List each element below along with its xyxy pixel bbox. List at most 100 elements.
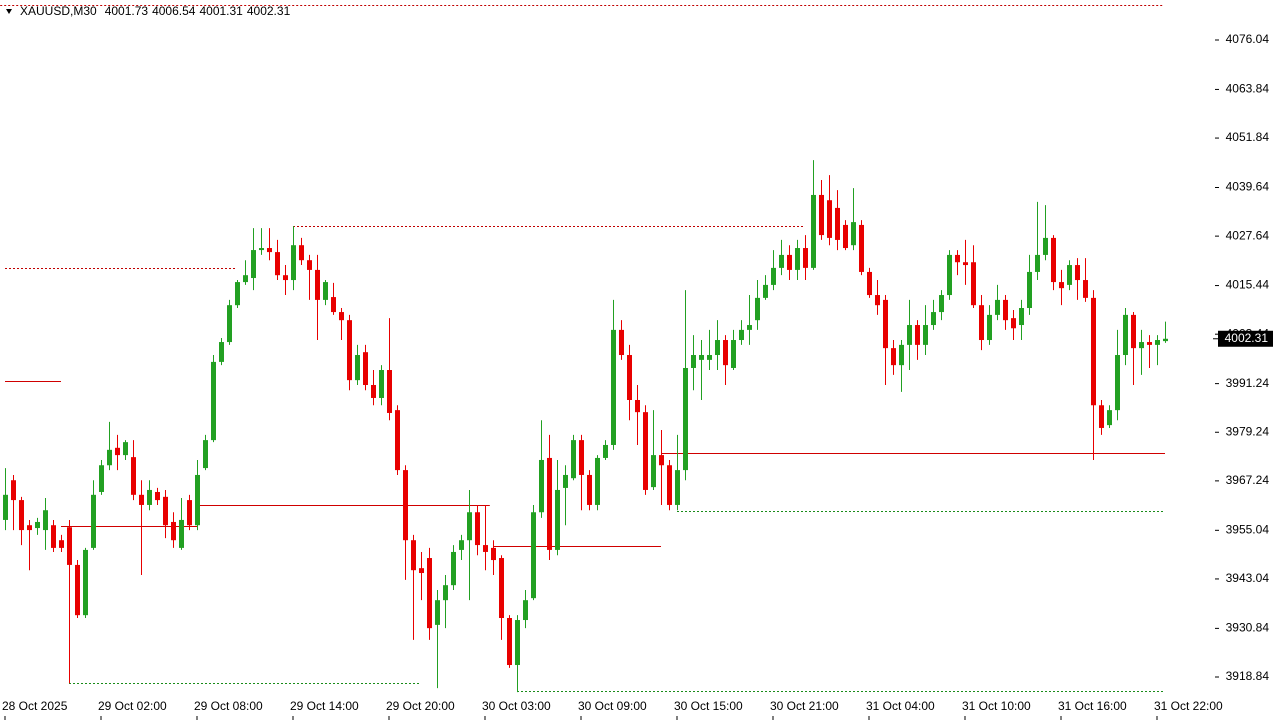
- candle-body: [1099, 405, 1104, 428]
- candle-body: [131, 457, 136, 495]
- x-tick-label: 29 Oct 02:00: [98, 699, 167, 713]
- candle-body: [403, 470, 408, 541]
- candle-body: [1043, 237, 1048, 255]
- header-close: 4002.31: [247, 4, 291, 18]
- candle-body: [907, 325, 912, 345]
- candle-body: [667, 465, 672, 505]
- candle-body: [979, 305, 984, 341]
- x-tick-label: 29 Oct 14:00: [290, 699, 359, 713]
- candle-body: [1131, 314, 1136, 349]
- candle-body: [811, 194, 816, 268]
- candle-body: [587, 474, 592, 505]
- candle-body: [635, 399, 640, 413]
- candle-body: [291, 245, 296, 281]
- candle-body: [243, 275, 248, 283]
- candle-body: [779, 254, 784, 268]
- x-tick-label: 29 Oct 20:00: [386, 699, 455, 713]
- candle-body: [891, 348, 896, 366]
- candle-body: [659, 455, 664, 466]
- candle-body: [67, 527, 72, 565]
- candle-body: [515, 620, 520, 666]
- candle-body: [307, 260, 312, 270]
- candle-body: [419, 568, 424, 574]
- candle-body: [59, 540, 64, 548]
- y-tick-label: 4027.64: [1226, 228, 1270, 242]
- candle-body: [1027, 271, 1032, 309]
- x-tick-label: 30 Oct 21:00: [770, 699, 839, 713]
- candle-body: [787, 254, 792, 270]
- candle-body: [1091, 297, 1096, 406]
- candle-body: [107, 449, 112, 466]
- candle-body: [875, 295, 880, 306]
- x-tick-label: 31 Oct 22:00: [1154, 699, 1223, 713]
- candle-body: [715, 340, 720, 356]
- candle-body: [699, 355, 704, 360]
- header-low: 4001.31: [199, 4, 243, 18]
- candle-body: [539, 459, 544, 513]
- candle-body: [323, 282, 328, 300]
- candle-body: [763, 284, 768, 298]
- candle-body: [35, 521, 40, 529]
- candle-body: [147, 489, 152, 505]
- candle-body: [995, 299, 1000, 315]
- candle-body: [683, 367, 688, 471]
- y-tick-label: 4039.64: [1226, 180, 1270, 194]
- y-tick-label: 4015.44: [1226, 278, 1270, 292]
- candle-body: [139, 494, 144, 505]
- candle-body: [235, 282, 240, 306]
- candle-body: [123, 442, 128, 456]
- candle-body: [355, 355, 360, 381]
- candle-body: [459, 540, 464, 550]
- candle-body: [83, 549, 88, 616]
- x-tick-label: 28 Oct 2025: [2, 699, 68, 713]
- y-tick-label: 3930.84: [1226, 621, 1270, 635]
- candle-body: [1011, 318, 1016, 329]
- y-tick-label: 4076.04: [1226, 32, 1270, 46]
- candle-body: [771, 267, 776, 285]
- x-tick-label: 29 Oct 08:00: [194, 699, 263, 713]
- chart-header: XAUUSD,M30 4001.73 4006.54 4001.31 4002.31: [20, 4, 291, 18]
- symbol-menu-arrow[interactable]: [6, 9, 12, 14]
- candle-body: [531, 512, 536, 599]
- candle-body: [283, 275, 288, 281]
- x-tick-label: 31 Oct 04:00: [866, 699, 935, 713]
- candle-body: [1147, 342, 1152, 345]
- current-price-label: 4002.31: [1225, 331, 1269, 345]
- candle-body: [723, 340, 728, 366]
- candle-body: [331, 297, 336, 313]
- candle-body: [987, 314, 992, 341]
- candle-body: [339, 312, 344, 321]
- header-open: 4001.73: [105, 4, 149, 18]
- candle-body: [1083, 280, 1088, 298]
- candle-body: [219, 342, 224, 362]
- y-tick-label: 4051.84: [1226, 130, 1270, 144]
- candle-body: [1067, 265, 1072, 285]
- candle-body: [1051, 237, 1056, 283]
- candle-body: [795, 248, 800, 270]
- candle-body: [803, 248, 808, 268]
- axes: 4076.04 4063.84 4051.84 4039.64 4027.64 4015.…: [2, 32, 1273, 720]
- candle-body: [819, 194, 824, 236]
- candle-body: [507, 618, 512, 666]
- candle-body: [1139, 342, 1144, 349]
- candle-body: [971, 262, 976, 306]
- x-tick-label: 30 Oct 15:00: [674, 699, 743, 713]
- candle-body: [747, 325, 752, 330]
- candle-body: [27, 525, 32, 531]
- candle-body: [1155, 340, 1160, 345]
- candle-body: [595, 457, 600, 505]
- candle-body: [611, 329, 616, 445]
- symbol-title: XAUUSD,M30: [20, 4, 97, 18]
- candle-body: [275, 252, 280, 276]
- candle-body: [115, 447, 120, 456]
- y-tick-label: 3918.84: [1226, 669, 1270, 683]
- candle-body: [99, 465, 104, 492]
- candle-body: [1123, 314, 1128, 356]
- candle-body: [195, 474, 200, 526]
- candle-body: [883, 299, 888, 349]
- candle-body: [227, 305, 232, 343]
- candle-body: [1035, 254, 1040, 272]
